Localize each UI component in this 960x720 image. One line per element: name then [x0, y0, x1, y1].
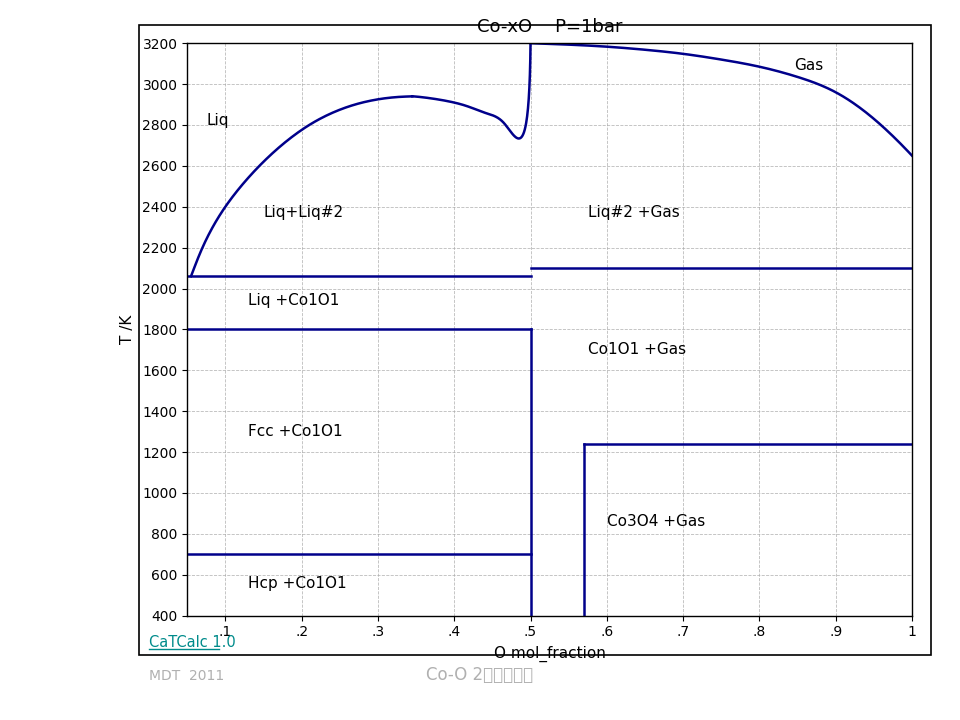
- Text: Co-O 2元系状態図: Co-O 2元系状態図: [426, 667, 534, 685]
- Text: Liq+Liq#2: Liq+Liq#2: [263, 205, 344, 220]
- Text: MDT  2011: MDT 2011: [149, 670, 224, 683]
- Text: Liq#2 +Gas: Liq#2 +Gas: [588, 205, 680, 220]
- Text: Co3O4 +Gas: Co3O4 +Gas: [607, 513, 705, 528]
- X-axis label: O mol_fraction: O mol_fraction: [493, 647, 606, 662]
- Text: Gas: Gas: [794, 58, 823, 73]
- Text: Co1O1 +Gas: Co1O1 +Gas: [588, 342, 685, 357]
- Y-axis label: T /K: T /K: [120, 315, 135, 344]
- Text: Hcp +Co1O1: Hcp +Co1O1: [249, 576, 347, 591]
- Text: CaTCalc 1.0: CaTCalc 1.0: [149, 634, 235, 649]
- Text: Liq: Liq: [206, 113, 228, 128]
- Title: Co-xO    P=1bar: Co-xO P=1bar: [477, 18, 622, 36]
- Text: Liq +Co1O1: Liq +Co1O1: [249, 293, 340, 308]
- Text: Fcc +Co1O1: Fcc +Co1O1: [249, 423, 343, 438]
